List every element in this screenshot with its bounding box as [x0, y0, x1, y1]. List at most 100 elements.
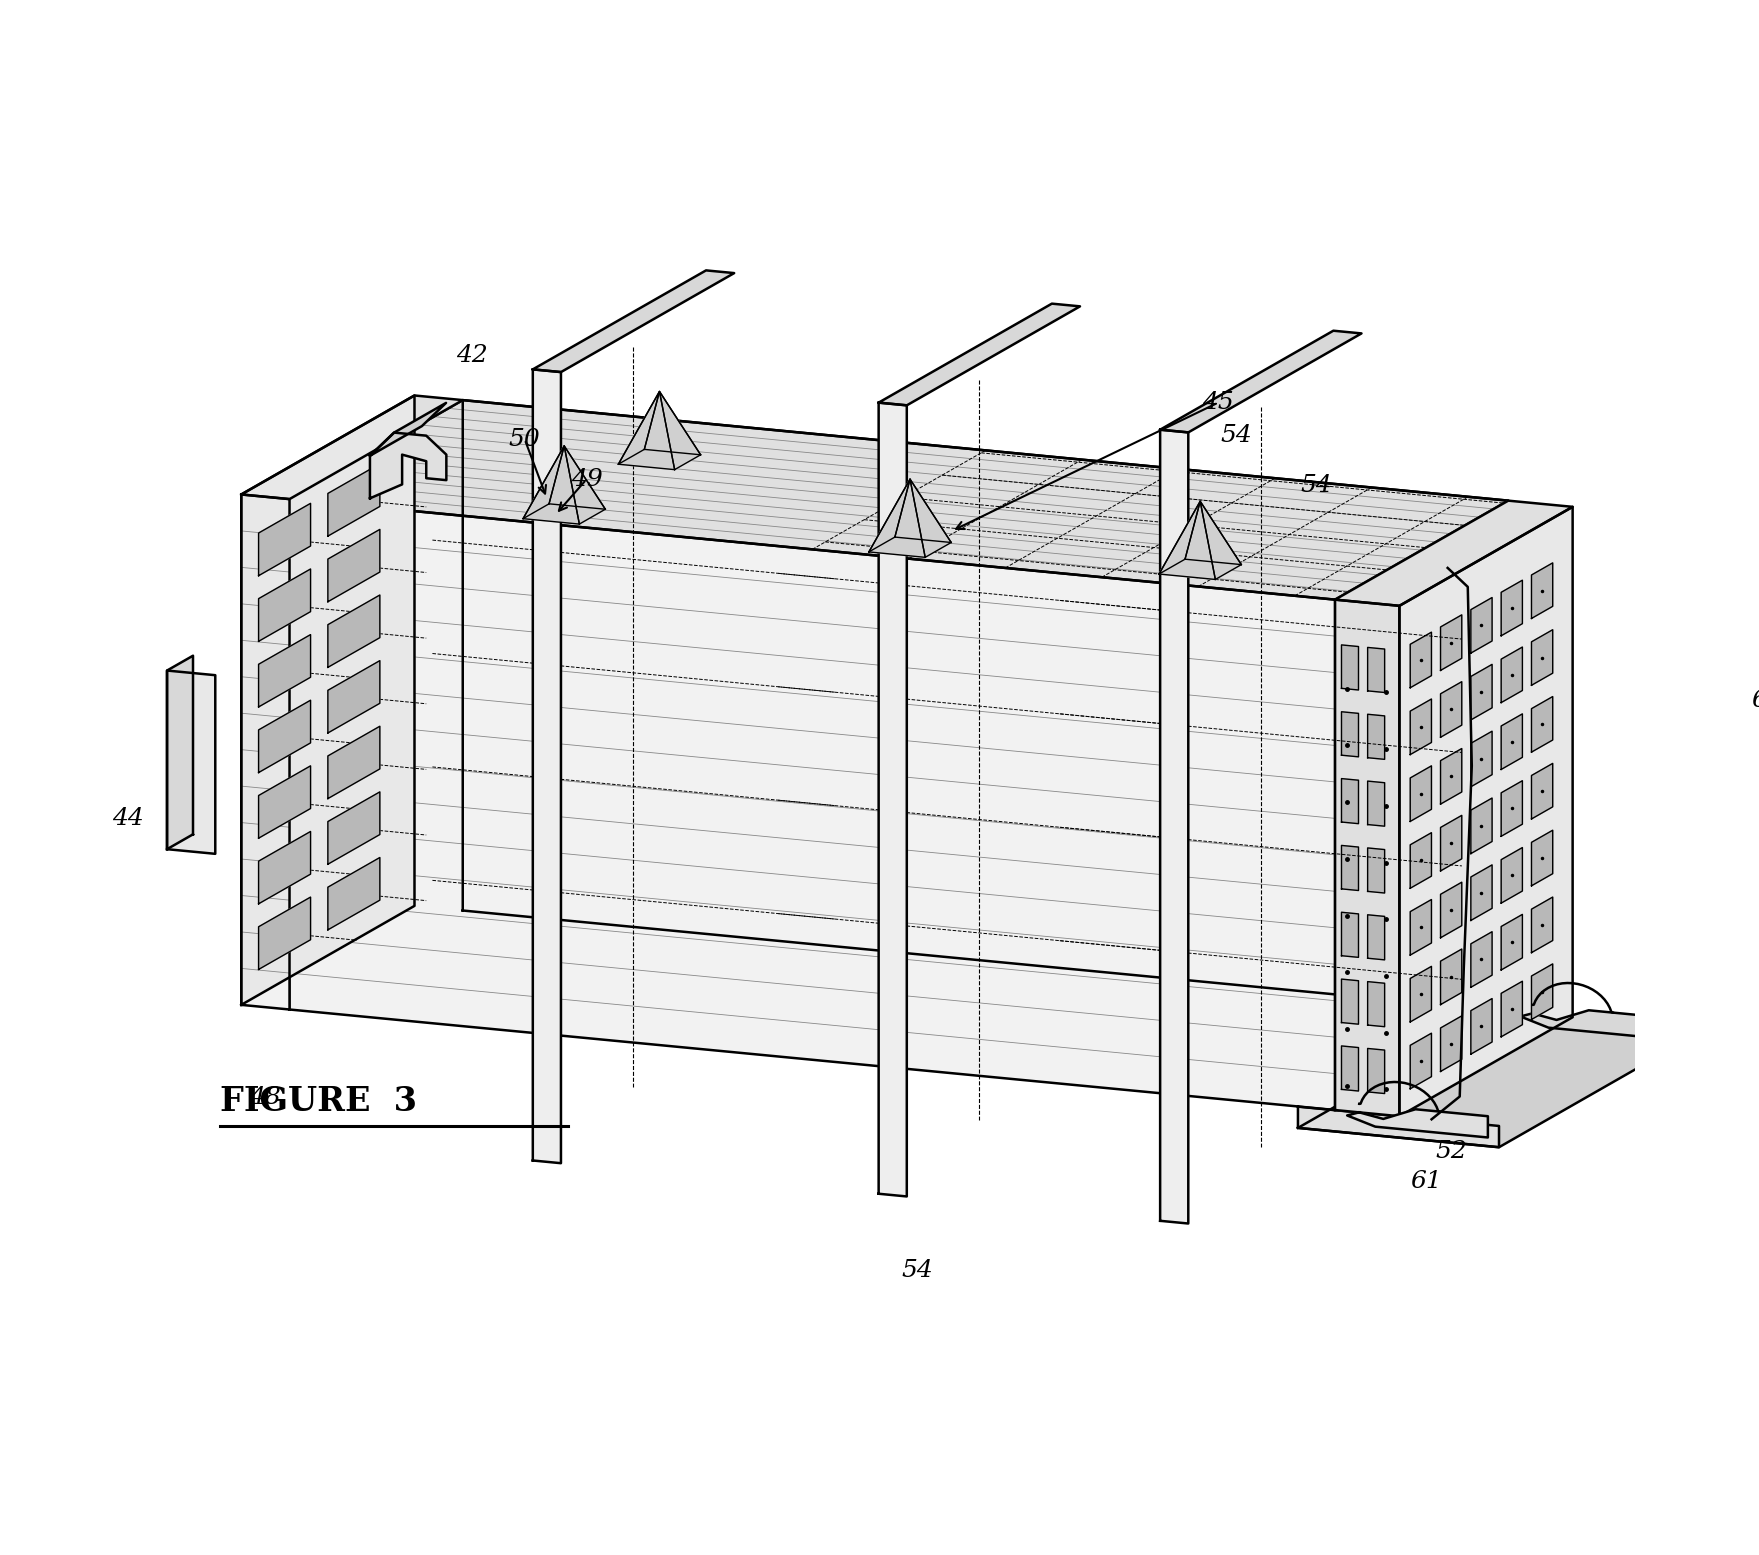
- Polygon shape: [1500, 714, 1522, 770]
- Polygon shape: [259, 832, 311, 903]
- Polygon shape: [1161, 429, 1189, 1224]
- Polygon shape: [1161, 331, 1361, 432]
- Polygon shape: [533, 271, 734, 372]
- Polygon shape: [327, 791, 380, 865]
- Polygon shape: [1369, 647, 1384, 692]
- Polygon shape: [1369, 714, 1384, 759]
- Polygon shape: [1342, 779, 1358, 824]
- Polygon shape: [1369, 1048, 1384, 1093]
- Polygon shape: [522, 446, 565, 519]
- Text: 61: 61: [1411, 1169, 1442, 1193]
- Polygon shape: [1369, 847, 1384, 893]
- Polygon shape: [1471, 664, 1492, 720]
- Polygon shape: [259, 569, 311, 641]
- Polygon shape: [1342, 846, 1358, 891]
- Polygon shape: [1520, 1011, 1660, 1039]
- Polygon shape: [1471, 597, 1492, 653]
- Polygon shape: [522, 446, 579, 524]
- Polygon shape: [241, 395, 463, 499]
- Polygon shape: [1441, 681, 1462, 737]
- Polygon shape: [1441, 882, 1462, 938]
- Polygon shape: [1369, 781, 1384, 826]
- Text: FIGURE  3: FIGURE 3: [220, 1085, 417, 1118]
- Polygon shape: [1369, 981, 1384, 1026]
- Polygon shape: [880, 303, 1080, 406]
- Polygon shape: [1441, 614, 1462, 670]
- Polygon shape: [549, 446, 605, 508]
- Polygon shape: [167, 670, 215, 854]
- Polygon shape: [1159, 501, 1215, 580]
- Text: 49: 49: [570, 468, 602, 491]
- Polygon shape: [1532, 697, 1553, 753]
- Polygon shape: [660, 392, 700, 470]
- Polygon shape: [1186, 501, 1242, 564]
- Text: 42: 42: [456, 344, 487, 367]
- Polygon shape: [1441, 748, 1462, 804]
- Polygon shape: [1411, 1033, 1432, 1088]
- Polygon shape: [1471, 798, 1492, 854]
- Polygon shape: [327, 726, 380, 799]
- Polygon shape: [1411, 899, 1432, 955]
- Polygon shape: [167, 656, 193, 849]
- Polygon shape: [869, 479, 925, 557]
- Polygon shape: [1441, 1015, 1462, 1071]
- Polygon shape: [369, 403, 447, 456]
- Polygon shape: [1411, 832, 1432, 888]
- Polygon shape: [1159, 501, 1200, 574]
- Polygon shape: [1500, 580, 1522, 636]
- Polygon shape: [1369, 914, 1384, 959]
- Text: 54: 54: [901, 1260, 932, 1283]
- Polygon shape: [1471, 865, 1492, 921]
- Polygon shape: [1500, 781, 1522, 837]
- Polygon shape: [290, 400, 1507, 600]
- Polygon shape: [463, 400, 1507, 1011]
- Text: 48: 48: [250, 1085, 281, 1109]
- Polygon shape: [259, 504, 311, 575]
- Polygon shape: [1400, 507, 1573, 1116]
- Polygon shape: [1500, 981, 1522, 1037]
- Polygon shape: [259, 767, 311, 838]
- Polygon shape: [1342, 913, 1358, 958]
- Polygon shape: [1532, 830, 1553, 886]
- Polygon shape: [1342, 645, 1358, 690]
- Polygon shape: [241, 494, 290, 1009]
- Polygon shape: [533, 370, 561, 1163]
- Polygon shape: [1347, 1109, 1488, 1138]
- Polygon shape: [1411, 633, 1432, 687]
- Polygon shape: [1532, 563, 1553, 619]
- Text: 50: 50: [508, 428, 540, 451]
- Polygon shape: [1471, 731, 1492, 787]
- Polygon shape: [619, 392, 675, 470]
- Polygon shape: [327, 661, 380, 732]
- Polygon shape: [1441, 815, 1462, 871]
- Text: 44: 44: [113, 807, 144, 829]
- Text: 52: 52: [1435, 1140, 1467, 1163]
- Text: 54: 54: [1300, 474, 1332, 498]
- Polygon shape: [1335, 600, 1400, 1116]
- Polygon shape: [259, 700, 311, 773]
- Polygon shape: [1342, 980, 1358, 1025]
- Polygon shape: [1532, 630, 1553, 686]
- Polygon shape: [241, 395, 415, 1005]
- Polygon shape: [1471, 998, 1492, 1054]
- Polygon shape: [1500, 914, 1522, 970]
- Polygon shape: [259, 634, 311, 708]
- Polygon shape: [1471, 931, 1492, 987]
- Polygon shape: [1335, 501, 1573, 606]
- Polygon shape: [880, 403, 908, 1196]
- Polygon shape: [869, 479, 909, 552]
- Text: 45: 45: [1203, 390, 1235, 414]
- Polygon shape: [619, 392, 660, 465]
- Polygon shape: [1342, 712, 1358, 757]
- Polygon shape: [644, 392, 700, 454]
- Text: 54: 54: [1221, 425, 1252, 448]
- Polygon shape: [1411, 767, 1432, 821]
- Polygon shape: [1441, 949, 1462, 1005]
- Polygon shape: [895, 479, 952, 543]
- Polygon shape: [909, 479, 952, 557]
- Polygon shape: [369, 432, 447, 498]
- Text: 60: 60: [1752, 689, 1759, 712]
- Polygon shape: [1532, 764, 1553, 819]
- Polygon shape: [1500, 647, 1522, 703]
- Polygon shape: [290, 499, 1335, 1110]
